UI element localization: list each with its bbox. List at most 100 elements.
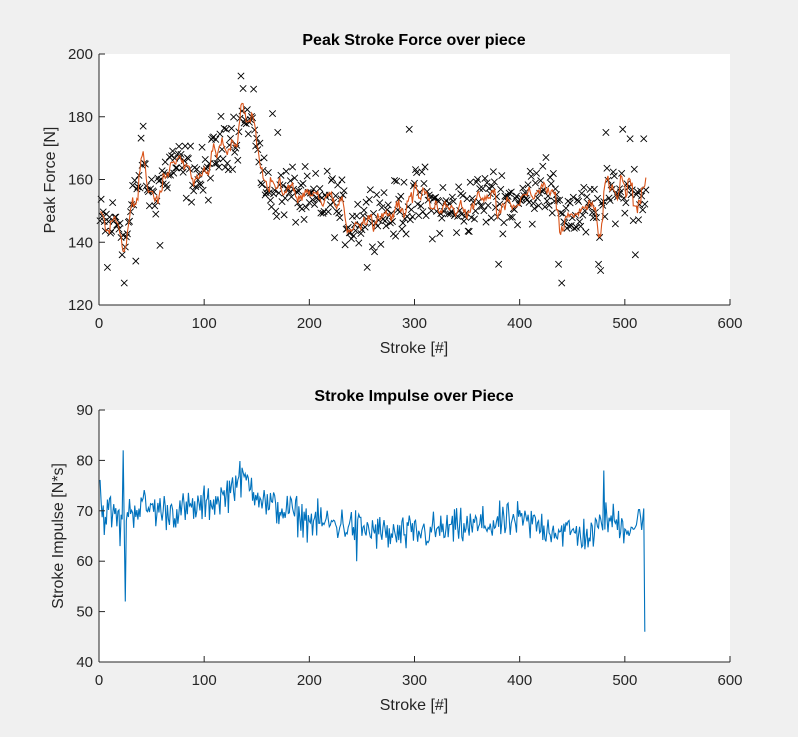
force-scatter-point (347, 235, 355, 243)
force-scatter-point (490, 178, 498, 186)
force-scatter-point (559, 210, 567, 218)
force-scatter-point (244, 130, 252, 138)
force-scatter-point (602, 128, 610, 136)
force-scatter-point (577, 222, 585, 230)
force-scatter-point (392, 232, 400, 240)
force-scatter-point (532, 169, 541, 177)
force-scatter-point (376, 199, 384, 207)
force-scatter-point (198, 143, 206, 151)
force-scatter-point (582, 228, 590, 236)
force-scatter-point (230, 113, 238, 121)
impulse-y-tick-label: 80 (76, 452, 93, 469)
force-scatter-point (300, 215, 308, 223)
force-scatter-point (453, 229, 461, 237)
force-scatter-point (432, 193, 440, 201)
impulse-y-tick-label: 40 (76, 654, 93, 671)
force-scatter-point (439, 183, 447, 192)
force-scatter-point (280, 211, 288, 219)
force-x-tick-label: 200 (297, 315, 322, 332)
force-scatter-point (610, 172, 618, 180)
force-scatter-point (418, 168, 426, 176)
force-scatter-point (310, 185, 318, 193)
impulse-x-tick-label: 300 (402, 672, 427, 689)
force-scatter-point (366, 186, 374, 194)
force-scatter-point (368, 243, 376, 251)
force-scatter-point (220, 124, 228, 132)
force-moving-average-line (100, 102, 647, 253)
force-scatter-point (292, 218, 300, 226)
force-scatter-point (151, 202, 159, 210)
force-scatter-point (199, 186, 207, 194)
force-scatter-point (503, 197, 511, 205)
force-scatter-point (382, 222, 390, 230)
force-scatter-point (535, 202, 543, 210)
force-scatter-point (565, 222, 573, 230)
force-scatter-point (215, 163, 223, 171)
force-scatter-point (384, 201, 392, 209)
force-scatter-point (186, 142, 195, 150)
force-scatter-point (641, 200, 649, 208)
force-scatter-point (163, 184, 171, 192)
impulse-x-tick-label: 400 (507, 672, 532, 689)
force-scatter-point (476, 185, 484, 193)
force-scatter-point (570, 224, 578, 232)
force-scatter-point (514, 221, 522, 229)
force-scatter-point (361, 223, 369, 231)
force-chart-title: Peak Stroke Force over piece (302, 32, 525, 49)
force-scatter-point (311, 200, 319, 209)
force-scatter-point (250, 85, 258, 93)
force-scatter-point (537, 177, 545, 185)
force-scatter-point (282, 167, 290, 175)
impulse-line (99, 450, 646, 632)
force-scatter-point (179, 168, 187, 176)
force-scatter-point (316, 185, 324, 193)
force-scatter-point (354, 200, 362, 208)
force-scatter-point (506, 213, 514, 221)
impulse-x-tick-label: 500 (612, 672, 637, 689)
force-scatter-point (408, 213, 416, 221)
force-scatter-point (407, 206, 415, 214)
force-x-axis-label: Stroke [#] (380, 340, 448, 357)
force-scatter-point (483, 179, 491, 187)
force-scatter-point (405, 125, 413, 133)
force-scatter-point (528, 220, 536, 228)
impulse-y-tick-label: 60 (76, 553, 93, 570)
force-scatter-point (204, 196, 212, 204)
impulse-axes: 0 100 200 300 400 500 600 40 50 60 70 80 90 Stroke I… (50, 388, 743, 714)
force-scatter-point (596, 233, 604, 241)
force-scatter-point (421, 163, 429, 171)
force-scatter-point (485, 184, 493, 192)
force-scatter-point (611, 220, 619, 228)
impulse-y-tick-label: 50 (76, 604, 93, 621)
force-scatter-point (466, 178, 474, 186)
force-x-tick-label: 300 (402, 315, 427, 332)
force-scatter-point (542, 154, 550, 162)
force-scatter-point (301, 162, 309, 171)
force-scatter-point (139, 122, 147, 130)
force-scatter-point (302, 203, 310, 211)
force-scatter-point (265, 189, 273, 197)
force-scatter-point (148, 176, 156, 184)
impulse-y-axis-label: Stroke Impulse [N*s] (50, 463, 67, 609)
force-scatter-point (103, 263, 111, 271)
force-scatter-point (336, 214, 344, 222)
force-scatter-point (338, 176, 346, 184)
force-scatter-point (626, 135, 634, 143)
force-plot-area (99, 54, 730, 305)
force-scatter-point (446, 210, 454, 218)
force-scatter-point (277, 171, 285, 179)
force-scatter-point (323, 167, 331, 175)
force-scatter-point (170, 169, 178, 177)
force-scatter-point (395, 195, 403, 203)
force-scatter-point (417, 202, 425, 210)
force-scatter-point (474, 175, 482, 183)
force-scatter-point (448, 193, 456, 201)
force-scatter-point (172, 164, 180, 172)
force-scatter-point (493, 193, 501, 201)
force-scatter-point (181, 142, 189, 150)
force-scatter-point (605, 194, 613, 202)
force-scatter-point (505, 189, 513, 197)
force-scatter-point (480, 207, 488, 215)
force-scatter-point (365, 196, 373, 204)
